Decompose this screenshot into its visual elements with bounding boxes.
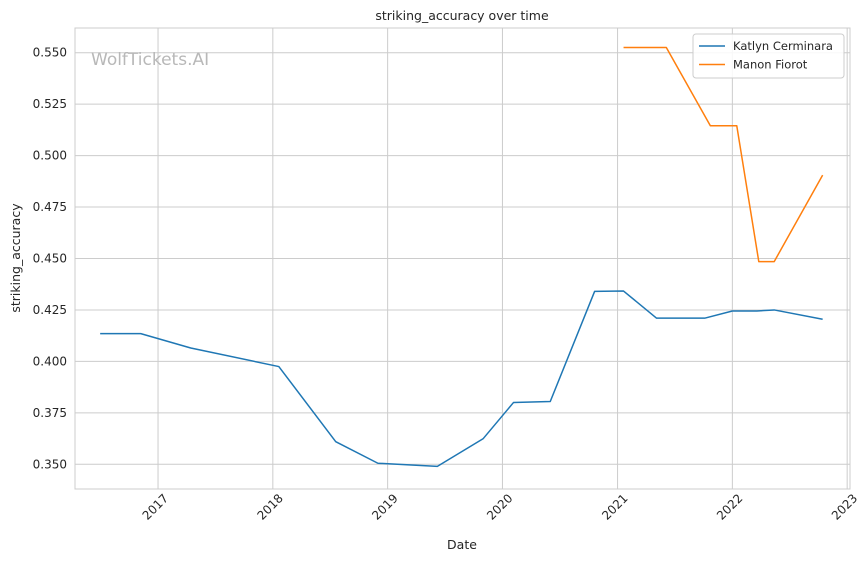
y-tick-label: 0.450 <box>33 252 67 266</box>
plot-area <box>74 27 851 490</box>
legend: Katlyn Cerminara Manon Fiorot <box>692 33 845 79</box>
data-point <box>622 290 625 293</box>
data-point <box>709 124 712 127</box>
data-point <box>821 318 824 321</box>
data-point <box>755 309 758 312</box>
data-point <box>436 465 439 468</box>
legend-box <box>692 33 845 79</box>
data-point <box>99 332 102 335</box>
series-layer <box>99 46 824 468</box>
data-point <box>139 332 142 335</box>
data-point <box>703 317 706 320</box>
y-tick-label: 0.375 <box>33 406 67 420</box>
data-point <box>735 124 738 127</box>
data-point <box>376 462 379 465</box>
y-axis-title: striking_accuracy <box>8 203 23 313</box>
data-point <box>482 437 485 440</box>
y-tick-label: 0.400 <box>33 354 67 368</box>
x-tick-labels: 2017 2018 2019 2020 2021 2022 2023 <box>140 491 861 522</box>
data-point <box>773 308 776 311</box>
data-point <box>593 290 596 293</box>
x-tick-label: 2017 <box>140 491 171 522</box>
y-tick-label: 0.550 <box>33 46 67 60</box>
series-1 <box>622 46 824 263</box>
watermark: WolfTickets.AI <box>91 50 209 70</box>
y-tick-label: 0.500 <box>33 149 67 163</box>
series-line <box>623 46 824 263</box>
x-tick-label: 2019 <box>369 491 400 522</box>
y-tick-label: 0.350 <box>33 457 67 471</box>
y-tick-label: 0.475 <box>33 200 67 214</box>
data-point <box>512 401 515 404</box>
series-line <box>100 290 823 468</box>
x-axis-title: Date <box>447 537 477 552</box>
data-point <box>549 400 552 403</box>
x-tick-label: 2020 <box>484 491 515 522</box>
x-tick-label: 2023 <box>829 491 860 522</box>
data-point <box>189 347 192 350</box>
y-tick-label: 0.525 <box>33 97 67 111</box>
legend-label: Manon Fiorot <box>733 58 808 72</box>
y-tick-labels: 0.350 0.375 0.400 0.425 0.450 0.475 0.500 0.525… <box>33 46 67 472</box>
data-point <box>655 317 658 320</box>
data-point <box>773 260 776 263</box>
series-0 <box>99 290 824 468</box>
x-tick-label: 2022 <box>714 491 745 522</box>
data-point <box>821 174 824 177</box>
data-point <box>757 260 760 263</box>
data-point <box>334 440 337 443</box>
y-tick-label: 0.425 <box>33 303 67 317</box>
x-tick-label: 2018 <box>254 491 285 522</box>
legend-label: Katlyn Cerminara <box>733 39 833 53</box>
x-tick-label: 2021 <box>599 491 630 522</box>
data-point <box>731 309 734 312</box>
data-point <box>277 365 280 368</box>
data-point <box>622 46 625 49</box>
grid <box>75 28 850 489</box>
chart-title: striking_accuracy over time <box>375 8 549 23</box>
data-point <box>665 46 668 49</box>
